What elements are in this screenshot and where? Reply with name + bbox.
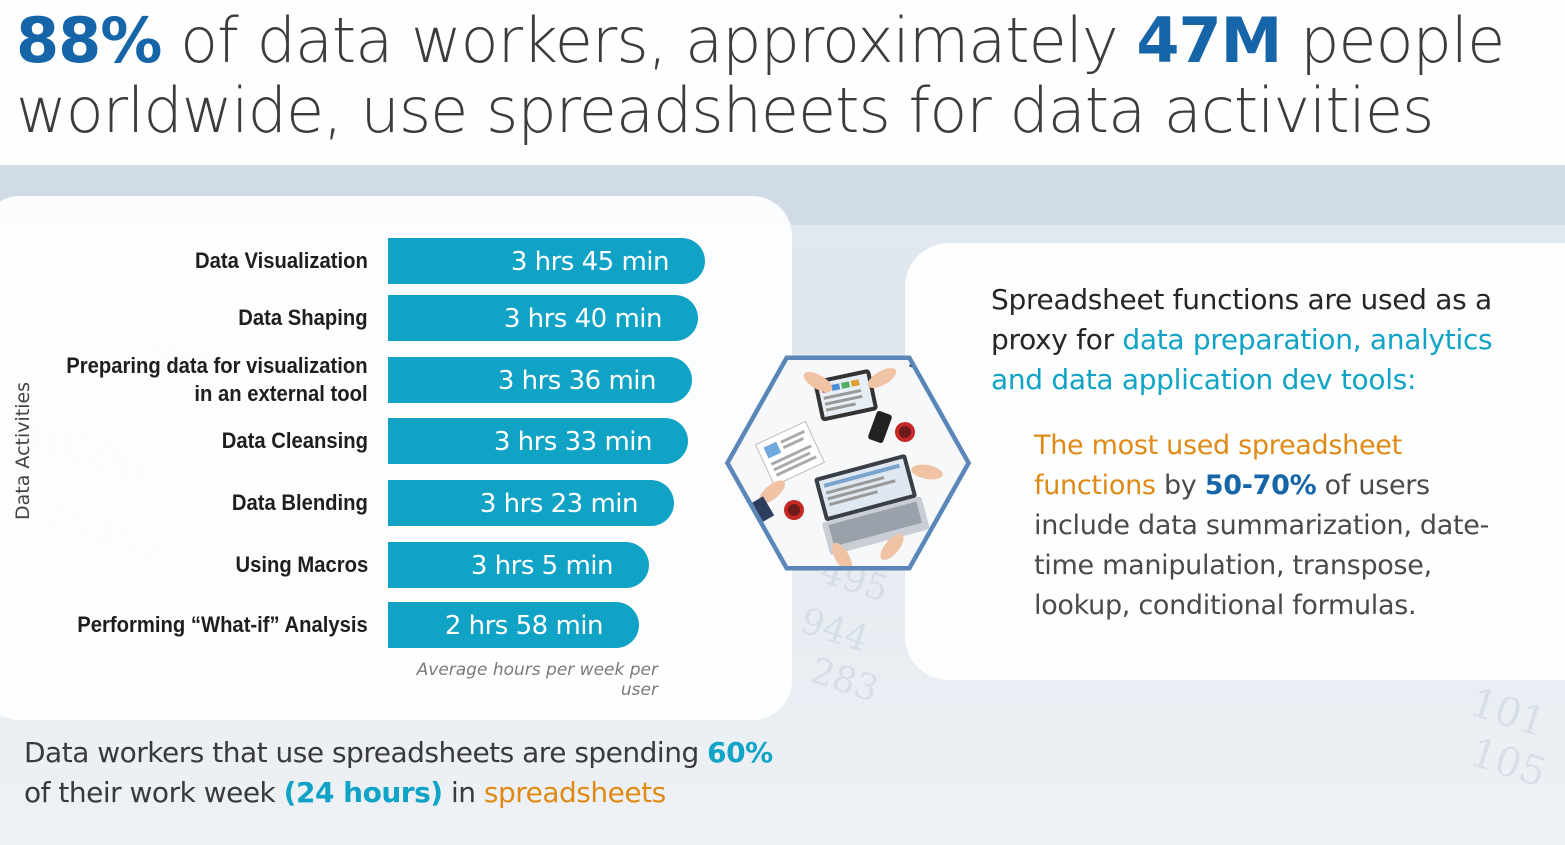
bar-category-label: Using Macros bbox=[235, 551, 368, 579]
bar: 3 hrs 33 min bbox=[388, 418, 688, 464]
bar-category-label: Data Blending bbox=[232, 489, 368, 517]
chart-note: Average hours per week per user bbox=[416, 660, 658, 700]
bar-value-label: 3 hrs 23 min bbox=[479, 489, 639, 519]
info-body-accent: The most used spreadsheet functions bbox=[1034, 430, 1402, 501]
info-card-title: Spreadsheet functions are used as a prox… bbox=[991, 280, 1531, 400]
bar-value-label: 3 hrs 45 min bbox=[510, 247, 670, 277]
bar-value-label: 3 hrs 5 min bbox=[470, 551, 614, 581]
bar-category-label-line: Performing “What-if” Analysis bbox=[77, 612, 368, 637]
bottom-accent-spreadsheets: spreadsheets bbox=[483, 776, 666, 809]
headline-panel bbox=[0, 0, 1565, 165]
info-card bbox=[905, 243, 1565, 680]
info-title-accent: data preparation, analytics and data app… bbox=[991, 323, 1493, 396]
bar-value-label: 3 hrs 40 min bbox=[503, 304, 663, 334]
bar-value-label: 3 hrs 33 min bbox=[493, 427, 653, 457]
bottom-text-2: of their work week bbox=[24, 776, 284, 809]
bottom-stat-percent: 60% bbox=[707, 736, 773, 769]
bar-category-label: Preparing data for visualization in an ex… bbox=[67, 352, 368, 408]
bar-category-label-line: Using Macros bbox=[235, 552, 368, 577]
bar-category-label-line: Preparing data for visualization bbox=[66, 353, 368, 378]
bar: 3 hrs 36 min bbox=[388, 357, 692, 403]
bar: 3 hrs 40 min bbox=[388, 295, 698, 341]
page-headline: 88% of data workers, approximately 47M p… bbox=[16, 6, 1556, 146]
info-body-stat: 50-70% bbox=[1204, 470, 1317, 501]
bottom-text-1: Data workers that use spreadsheets are s… bbox=[24, 736, 708, 769]
bar-category-label-line: Data Shaping bbox=[238, 305, 368, 330]
bar-category-label-line: Data Cleansing bbox=[221, 428, 368, 453]
bar-category-label: Data Shaping bbox=[239, 304, 368, 332]
bar-category-label-line: in an external tool bbox=[194, 381, 368, 406]
chart-axis-title: Data Activities bbox=[12, 381, 34, 520]
bar: 2 hrs 58 min bbox=[388, 602, 639, 648]
bar-category-label-line: Data Blending bbox=[231, 490, 368, 515]
headline-text-1: of data workers, approximately bbox=[161, 4, 1137, 77]
bar-category-label: Performing “What-if” Analysis bbox=[77, 611, 368, 639]
headline-stat-percent: 88% bbox=[16, 4, 162, 77]
team-workspace-hexagon-icon bbox=[722, 352, 974, 574]
info-body-text-1: by bbox=[1155, 470, 1205, 501]
bar-value-label: 2 hrs 58 min bbox=[444, 611, 604, 641]
info-body-text-2: of users include data summarization, dat… bbox=[1034, 470, 1490, 621]
bar-category-label: Data Visualization bbox=[195, 247, 368, 275]
bar: 3 hrs 45 min bbox=[388, 238, 705, 284]
headline-stat-people: 47M bbox=[1136, 4, 1282, 77]
headline-text-2: people worldwide, use spreadsheets for d… bbox=[16, 4, 1505, 147]
bar: 3 hrs 23 min bbox=[388, 480, 674, 526]
bottom-statement: Data workers that use spreadsheets are s… bbox=[24, 733, 804, 813]
bottom-text-3: in bbox=[442, 776, 484, 809]
bar: 3 hrs 5 min bbox=[388, 542, 649, 588]
info-card-body: The most used spreadsheet functions by 5… bbox=[1034, 426, 1514, 626]
bar-category-label-line: Data Visualization bbox=[195, 248, 368, 273]
bar-category-label: Data Cleansing bbox=[222, 427, 368, 455]
bar-value-label: 3 hrs 36 min bbox=[497, 366, 657, 396]
bottom-stat-hours: (24 hours) bbox=[283, 776, 443, 809]
info-title-text: Spreadsheet functions are used as a prox… bbox=[991, 283, 1492, 356]
